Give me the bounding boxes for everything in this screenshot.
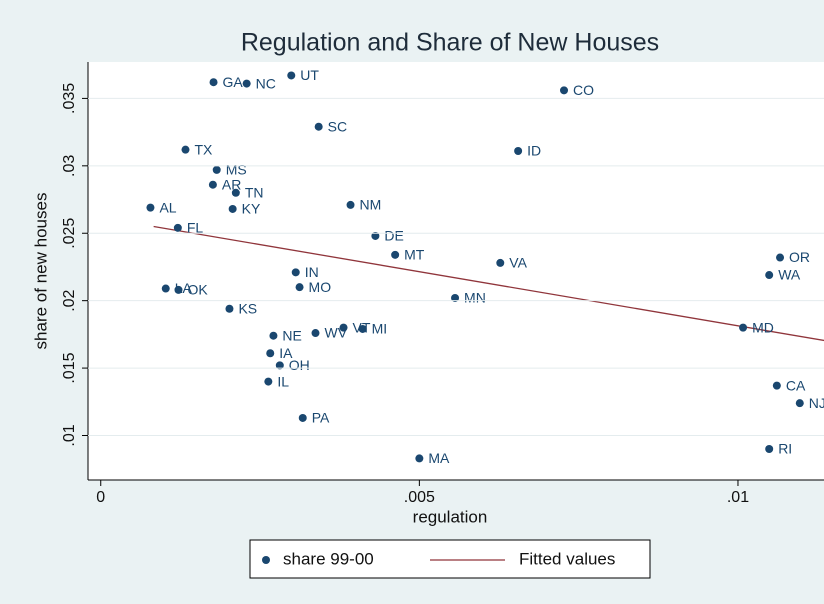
point <box>311 329 320 338</box>
point <box>275 361 284 370</box>
point-label: WV <box>324 325 347 341</box>
y-tick-label: .035 <box>61 83 78 114</box>
point-label: NE <box>282 327 301 343</box>
point-label: MD <box>752 319 774 335</box>
point <box>776 253 785 262</box>
y-tick-label: .01 <box>61 424 78 446</box>
point-label: PA <box>312 410 330 426</box>
point-label: OH <box>289 357 310 373</box>
point <box>496 258 505 267</box>
point <box>228 204 237 213</box>
x-tick-label: .005 <box>404 489 435 506</box>
point <box>264 377 273 386</box>
point-label: GA <box>223 74 244 90</box>
point <box>225 304 234 313</box>
point <box>212 165 221 174</box>
legend-label: share 99-00 <box>283 549 374 568</box>
point <box>391 250 400 259</box>
point <box>266 349 275 358</box>
x-tick-label: 0 <box>96 489 105 506</box>
point-label: MO <box>309 279 332 295</box>
point <box>146 203 155 212</box>
point-label: AR <box>222 176 241 192</box>
point <box>765 271 774 280</box>
point-label: RI <box>778 441 792 457</box>
y-axis-title: share of new houses <box>31 193 50 350</box>
point <box>451 293 460 302</box>
point <box>242 79 251 88</box>
point-label: IN <box>305 264 319 280</box>
chart-title: Regulation and Share of New Houses <box>241 29 659 57</box>
point <box>181 145 190 154</box>
point <box>772 381 781 390</box>
point-label: TX <box>194 141 213 157</box>
point <box>739 323 748 332</box>
point-label: MI <box>372 321 388 337</box>
point <box>795 399 804 408</box>
y-tick-label: .02 <box>61 289 78 311</box>
legend <box>249 539 651 579</box>
point <box>208 180 217 189</box>
point-label: KY <box>242 201 261 217</box>
point-label: OR <box>789 249 810 265</box>
point <box>174 285 183 294</box>
point-label: CO <box>573 82 594 98</box>
point-label: NC <box>256 75 276 91</box>
y-tick-label: .025 <box>61 218 78 249</box>
point <box>346 200 355 209</box>
point <box>314 122 323 131</box>
point-label: VA <box>509 255 527 271</box>
point-label: AL <box>159 199 176 215</box>
point-label: IA <box>279 345 293 361</box>
point <box>269 331 278 340</box>
point <box>358 324 367 333</box>
point <box>291 268 300 277</box>
point-label: KS <box>238 300 257 316</box>
y-tick-label: .03 <box>61 155 78 177</box>
x-tick-label: .01 <box>727 489 749 506</box>
point-label: DE <box>384 228 403 244</box>
point-label: SC <box>328 118 347 134</box>
point <box>371 231 380 240</box>
legend-marker <box>262 556 270 564</box>
point-label: IL <box>277 373 289 389</box>
point <box>173 223 182 232</box>
point <box>415 454 424 463</box>
point <box>209 78 218 87</box>
fit-line <box>153 225 824 342</box>
point-label: ID <box>527 143 541 159</box>
point-label: WA <box>778 267 801 283</box>
point-label: UT <box>300 67 319 83</box>
point <box>161 284 170 293</box>
point-label: CA <box>786 377 806 393</box>
legend-label: Fitted values <box>519 549 615 568</box>
point <box>560 86 569 95</box>
y-tick-label: .015 <box>61 352 78 383</box>
point <box>287 71 296 80</box>
point <box>339 323 348 332</box>
x-axis-title: regulation <box>413 507 488 526</box>
point-label: NJ <box>809 395 824 411</box>
point-label: MT <box>404 247 425 263</box>
point-label: NM <box>360 197 382 213</box>
point-label: TN <box>245 184 264 200</box>
point <box>231 188 240 197</box>
point-label: FL <box>187 220 204 236</box>
point-label: OK <box>187 282 208 298</box>
point <box>765 444 774 453</box>
point <box>298 413 307 422</box>
point-label: MS <box>226 162 247 178</box>
point-label: MA <box>428 450 450 466</box>
plot-area <box>88 62 824 480</box>
point-label: MN <box>464 290 486 306</box>
point <box>295 283 304 292</box>
point <box>514 146 523 155</box>
